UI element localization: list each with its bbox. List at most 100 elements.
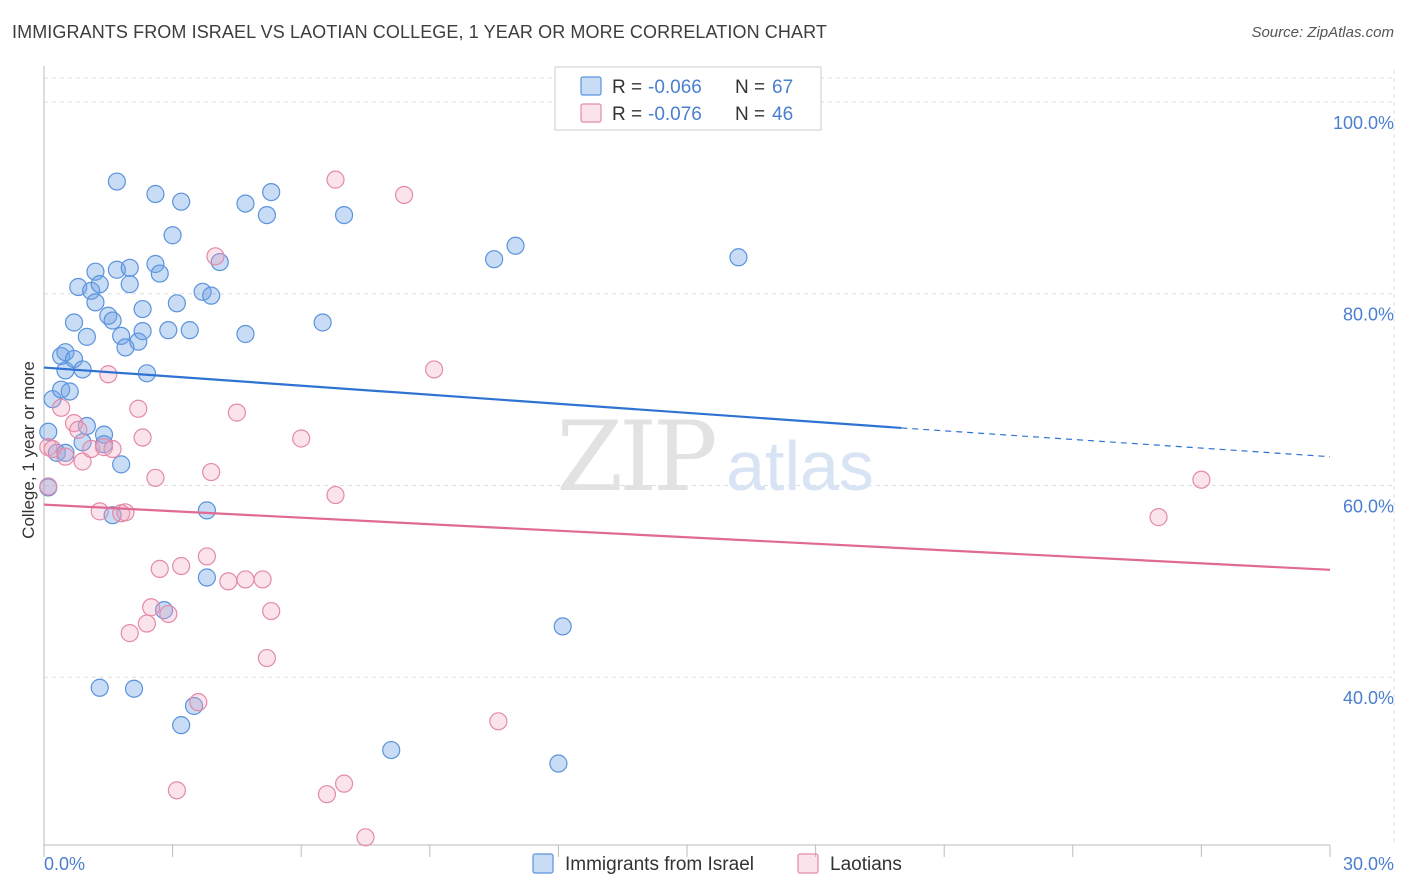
laotian-point: [56, 447, 75, 466]
laotian-point: [326, 170, 345, 189]
israel-point: [382, 740, 401, 760]
laotian-point: [129, 399, 148, 418]
y-tick-label: 40.0%: [1343, 688, 1394, 708]
source-label: Source: ZipAtlas.com: [1251, 24, 1394, 41]
laotian-point: [489, 712, 508, 731]
israel-point: [150, 264, 169, 283]
laotian-point: [167, 781, 186, 800]
laotian-point: [253, 570, 272, 589]
laotian-point: [39, 477, 58, 496]
laotian-point: [189, 693, 208, 712]
laotian-point: [202, 462, 221, 482]
laotian-point: [317, 785, 337, 804]
israel-point: [549, 754, 568, 773]
r-label: R =: [612, 104, 642, 125]
n-value: 46: [772, 104, 793, 125]
r-value: -0.066: [648, 77, 702, 98]
israel-point: [86, 293, 105, 312]
laotian-point: [73, 452, 92, 471]
israel-legend-label: Immigrants from Israel: [565, 854, 754, 875]
laotian-point: [116, 503, 135, 522]
israel-trend-line: [43, 366, 902, 430]
laotian-point: [150, 559, 169, 578]
watermark-zip: ZIP: [556, 401, 715, 513]
israel-point: [94, 425, 114, 444]
israel-point: [112, 326, 131, 346]
israel-point: [553, 617, 572, 636]
laotian-point: [206, 247, 225, 266]
laotian-point: [219, 572, 238, 591]
israel-point: [64, 313, 84, 332]
israel-point: [506, 236, 525, 255]
israel-point: [197, 568, 216, 587]
laotian-point: [137, 614, 156, 633]
israel-point: [257, 206, 277, 225]
israel-point: [120, 275, 139, 294]
laotian-point: [292, 429, 311, 448]
israel-point: [193, 282, 212, 301]
laotian-point: [146, 468, 165, 487]
israel-point: [120, 258, 139, 277]
israel-point: [133, 299, 152, 319]
laotian-point: [52, 398, 71, 417]
israel-point: [103, 311, 122, 330]
israel-point: [90, 275, 109, 294]
israel-point: [202, 286, 221, 305]
israel-point: [39, 422, 58, 441]
laotian-point: [257, 648, 277, 668]
laotian-trend-line: [43, 503, 1331, 571]
israel-point: [146, 184, 165, 204]
laotian-point: [424, 360, 444, 379]
israel-point: [180, 321, 199, 340]
israel-point: [107, 172, 126, 191]
israel-point: [236, 194, 255, 213]
laotian-point: [1192, 470, 1211, 489]
watermark-atlas: atlas: [726, 427, 874, 505]
israel-point: [729, 248, 748, 267]
israel-point: [197, 501, 216, 520]
israel-point: [313, 313, 332, 332]
israel-point: [90, 678, 109, 697]
israel-point: [172, 716, 191, 735]
israel-point: [163, 226, 182, 245]
laotian-point: [120, 624, 139, 643]
laotian-point: [142, 598, 161, 617]
y-tick-label: 60.0%: [1343, 496, 1394, 516]
israel-legend-swatch: [580, 76, 602, 96]
n-label: N =: [735, 77, 765, 98]
israel-point: [77, 327, 96, 346]
israel-point: [236, 324, 255, 344]
laotian-point: [1149, 508, 1168, 527]
laotian-point: [394, 185, 414, 205]
israel-bottom-legend-swatch: [532, 853, 554, 874]
n-value: 67: [772, 77, 793, 98]
laotian-point: [227, 403, 246, 422]
laotian-point: [103, 439, 122, 459]
laotian-point: [159, 604, 178, 624]
israel-point: [262, 182, 281, 202]
chart-title: IMMIGRANTS FROM ISRAEL VS LAOTIAN COLLEG…: [12, 22, 827, 42]
israel-point: [485, 250, 504, 269]
israel-point: [133, 322, 152, 341]
laotian-point: [133, 428, 152, 447]
x-tick-label: 30.0%: [1343, 854, 1394, 874]
laotian-point: [197, 547, 216, 566]
laotian-bottom-legend-swatch: [797, 853, 819, 874]
israel-point: [112, 455, 131, 474]
laotian-point: [90, 502, 109, 521]
laotian-point: [326, 485, 345, 505]
y-tick-label: 80.0%: [1343, 305, 1394, 325]
israel-point: [172, 192, 191, 211]
israel-point: [124, 679, 144, 698]
r-value: -0.076: [648, 104, 702, 125]
y-tick-label: 100.0%: [1333, 113, 1394, 133]
laotian-point: [172, 556, 191, 576]
x-tick-label: 0.0%: [44, 854, 85, 874]
israel-point: [146, 254, 165, 274]
israel-trend-extension: [901, 427, 1331, 458]
israel-point: [334, 206, 354, 225]
laotian-point: [334, 774, 354, 793]
n-label: N =: [735, 104, 765, 125]
israel-point: [129, 332, 148, 351]
laotian-point: [69, 420, 88, 439]
